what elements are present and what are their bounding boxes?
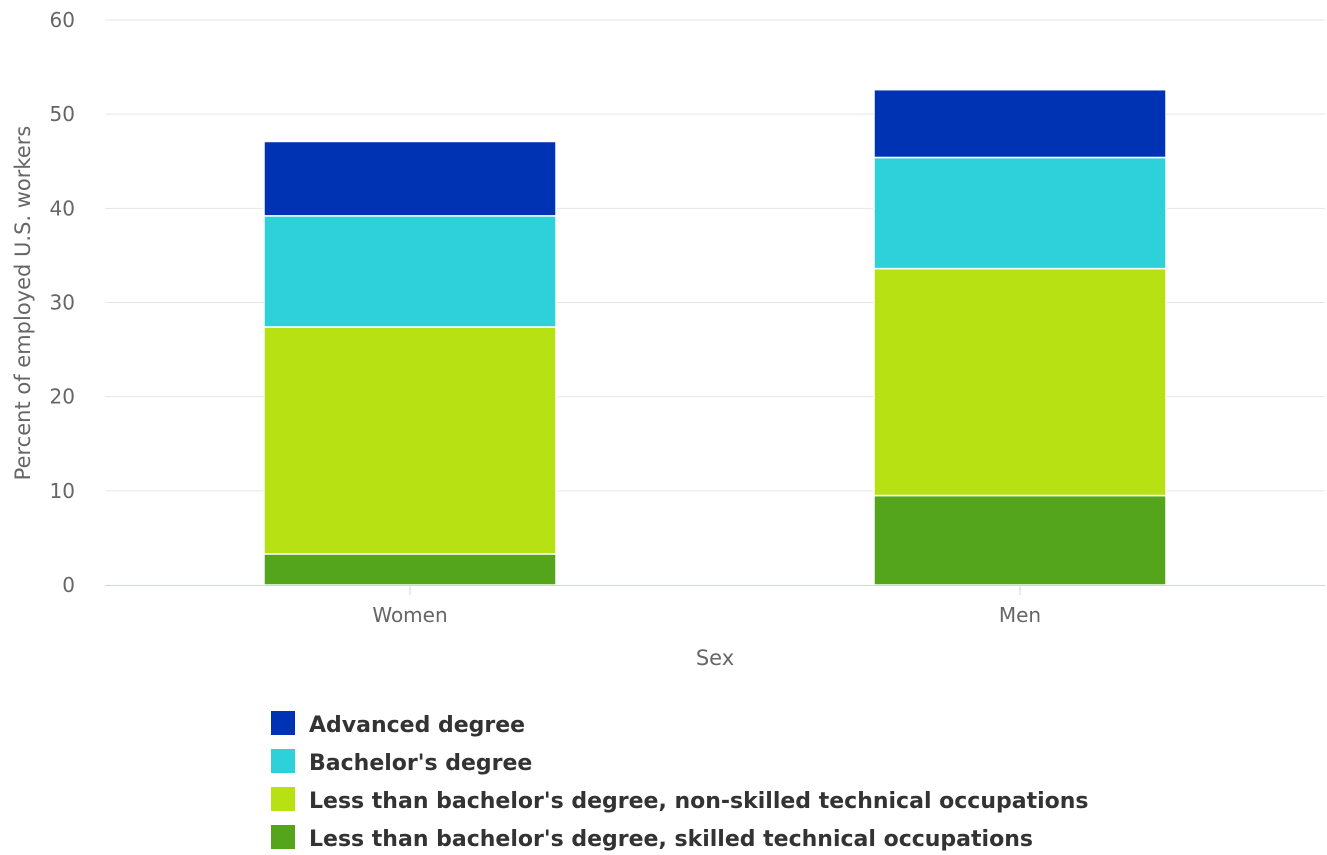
x-axis-title: Sex: [696, 646, 734, 670]
y-tick-label: 30: [50, 291, 75, 315]
legend-swatch: [271, 711, 295, 735]
y-tick-label: 10: [50, 479, 75, 503]
bar-segment[interactable]: [263, 326, 557, 555]
y-tick-label: 0: [62, 573, 75, 597]
legend-label: Bachelor's degree: [309, 751, 532, 776]
legend-item[interactable]: Bachelor's degree: [271, 749, 532, 776]
bar-segment[interactable]: [263, 140, 557, 217]
legend[interactable]: Advanced degree Bachelor's degree Less tha…: [271, 711, 1089, 852]
bars: [263, 88, 1167, 586]
y-tick-label: 60: [50, 8, 75, 32]
y-tick-label: 50: [50, 102, 75, 126]
legend-item[interactable]: Less than bachelor's degree, non-skilled…: [271, 787, 1089, 814]
legend-swatch: [271, 749, 295, 773]
axes: 0 10 20 30 40 50 60 Women Men: [50, 8, 1325, 627]
legend-item[interactable]: Advanced degree: [271, 711, 525, 738]
bar-segment[interactable]: [263, 215, 557, 328]
bar-segment[interactable]: [873, 267, 1167, 497]
bar-segment[interactable]: [873, 156, 1167, 270]
legend-item[interactable]: Less than bachelor's degree, skilled tec…: [271, 825, 1033, 852]
y-tick-label: 20: [50, 385, 75, 409]
bar-segment[interactable]: [873, 494, 1167, 586]
legend-label: Less than bachelor's degree, non-skilled…: [309, 789, 1089, 814]
y-tick-label: 40: [50, 196, 75, 220]
bar-segment[interactable]: [263, 553, 557, 586]
x-tick-label: Women: [372, 603, 447, 627]
x-tick-label: Men: [999, 603, 1041, 627]
legend-label: Less than bachelor's degree, skilled tec…: [309, 827, 1033, 852]
legend-swatch: [271, 825, 295, 849]
bar-segment[interactable]: [873, 88, 1167, 159]
legend-label: Advanced degree: [309, 713, 525, 738]
y-axis-title: Percent of employed U.S. workers: [11, 126, 35, 481]
legend-swatch: [271, 787, 295, 811]
